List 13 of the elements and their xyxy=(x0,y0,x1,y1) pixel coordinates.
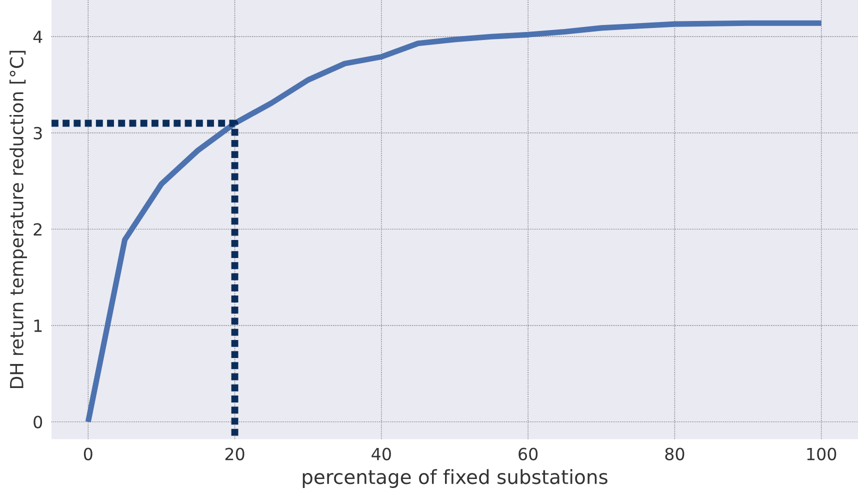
x-tick-label: 0 xyxy=(84,448,92,460)
x-tick-label: 100 xyxy=(807,448,836,460)
y-tick-label: 0 xyxy=(34,416,42,428)
x-tick-label: 80 xyxy=(665,448,684,460)
y-axis-title: DH return temperature reduction [°C] xyxy=(10,50,27,388)
y-tick-label: 2 xyxy=(34,223,42,236)
x-axis-title: percentage of fixed substations xyxy=(302,469,608,488)
x-tick-label: 40 xyxy=(372,448,391,460)
x-tick-label: 20 xyxy=(225,448,244,460)
x-tick-label: 60 xyxy=(518,448,538,460)
y-tick-label: 4 xyxy=(33,30,42,43)
y-tick-label: 3 xyxy=(34,126,42,140)
y-tick-label: 1 xyxy=(34,320,42,332)
